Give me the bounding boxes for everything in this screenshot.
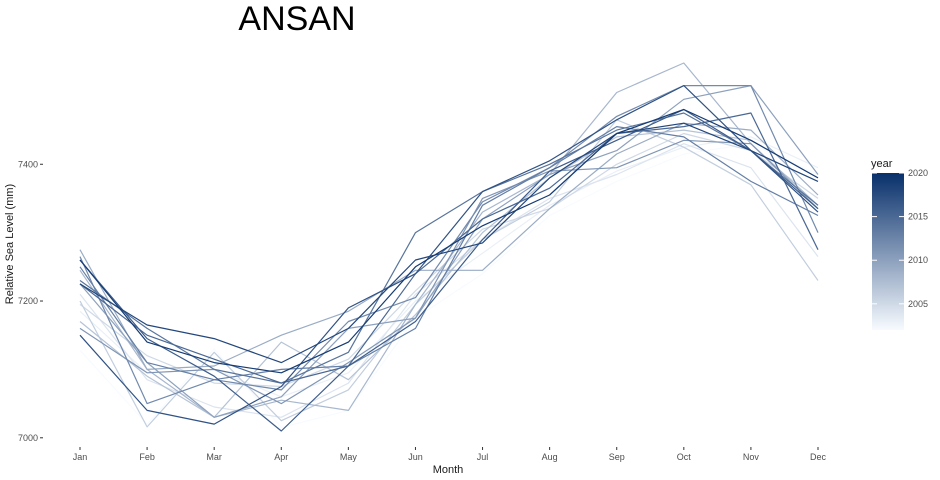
legend: year 2005 2010 2015 2020 xyxy=(871,158,928,330)
series-line-2017 xyxy=(79,84,819,425)
series-line-2002 xyxy=(79,143,819,429)
series-line-2015 xyxy=(79,112,819,384)
legend-tick-label: 2015 xyxy=(908,212,928,222)
series-line-2008 xyxy=(79,62,819,418)
chart-title: ANSAN xyxy=(238,0,355,38)
series-line-2019 xyxy=(79,108,819,374)
x-tick-label: Dec xyxy=(810,452,827,462)
y-axis-title: Relative Sea Level (mm) xyxy=(4,184,16,304)
legend-tick-label: 2020 xyxy=(908,168,928,178)
y-tick-label: 7400 xyxy=(18,159,38,169)
x-tick-label: May xyxy=(340,452,358,462)
x-tick-label: Apr xyxy=(274,452,288,462)
x-tick-label: Nov xyxy=(743,452,760,462)
x-tick-label: Jul xyxy=(477,452,489,462)
series-line-2005 xyxy=(79,132,819,388)
series-line-2014 xyxy=(79,112,819,384)
x-tick-label: Aug xyxy=(542,452,558,462)
series-line-2012 xyxy=(79,84,819,405)
x-axis-title: Month xyxy=(433,464,464,476)
series-line-2018 xyxy=(79,122,819,364)
legend-title: year xyxy=(871,158,893,170)
series-line-2016 xyxy=(79,108,819,432)
y-tick-label: 7000 xyxy=(18,433,38,443)
series-layer xyxy=(79,62,819,432)
legend-tick-label: 2010 xyxy=(908,255,928,265)
series-line-2007 xyxy=(79,129,819,418)
legend-ticks: 2005 2010 2015 2020 xyxy=(872,168,928,309)
y-tick-label: 7200 xyxy=(18,296,38,306)
y-axis: 7000 7200 7400 xyxy=(18,159,43,443)
series-line-2006 xyxy=(79,119,819,428)
x-tick-label: Jun xyxy=(408,452,423,462)
x-tick-label: Oct xyxy=(677,452,692,462)
x-tick-label: Mar xyxy=(206,452,222,462)
legend-tick-label: 2005 xyxy=(908,299,928,309)
series-line-2013 xyxy=(79,125,819,381)
x-tick-label: Feb xyxy=(139,452,155,462)
legend-colorbar xyxy=(872,173,904,330)
x-tick-label: Jan xyxy=(73,452,88,462)
x-axis: Jan Feb Mar Apr May Jun Jul Aug Sep Oct Nov Dec xyxy=(73,447,827,462)
x-tick-label: Sep xyxy=(609,452,625,462)
